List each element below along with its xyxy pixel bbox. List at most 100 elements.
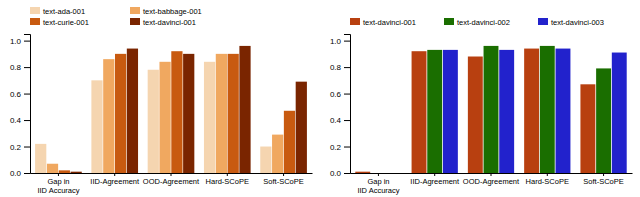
legend-item: text-davinci-002 <box>444 18 510 27</box>
x-tick-mark <box>58 173 59 176</box>
y-tick: 1.0 <box>10 37 30 46</box>
y-tick-mark <box>24 67 30 68</box>
bar <box>103 59 114 173</box>
y-tick: 0.6 <box>10 90 30 99</box>
y-tick-label: 1.0 <box>10 37 22 46</box>
x-tick-label-line: OOD-Agreement <box>143 177 200 186</box>
y-tick-mark <box>24 41 30 42</box>
legend-swatch <box>30 7 40 14</box>
x-tick: IID-Agreement <box>410 173 460 186</box>
legend-label: text-babbage-001 <box>143 7 202 16</box>
legend-item: text-ada-001 <box>30 7 85 16</box>
bar <box>239 46 250 173</box>
legend-label: text-davinci-001 <box>143 18 196 27</box>
x-tick-label-line: Hard-SCoPE <box>526 177 569 186</box>
legend-item: text-davinci-001 <box>130 18 196 27</box>
x-tick-label: Soft-SCoPE <box>583 177 623 186</box>
legend-label: text-davinci-003 <box>551 18 604 27</box>
bar <box>355 172 370 173</box>
x-tick-mark <box>434 173 435 176</box>
y-tick-mark <box>344 94 350 95</box>
bar <box>183 54 194 173</box>
y-tick-label: 0.2 <box>10 143 22 152</box>
chart: 0.00.20.40.60.81.0Gap inIID AccuracyIID-… <box>0 0 640 197</box>
bar <box>216 54 227 173</box>
x-tick-label-line: Soft-SCoPE <box>263 177 303 186</box>
x-tick-label: OOD-Agreement <box>463 177 520 186</box>
bar <box>443 50 458 173</box>
bar <box>580 84 595 173</box>
bar <box>159 62 170 173</box>
y-axis-line <box>24 35 31 174</box>
y-tick-label: 0.6 <box>10 90 22 99</box>
legend-swatch <box>538 18 548 25</box>
legend-item: text-babbage-001 <box>130 7 202 16</box>
y-tick: 0.8 <box>10 63 30 72</box>
x-axis: Gap inIID Accuracy IID-AgreementOOD-Agree… <box>31 173 313 195</box>
x-tick-mark <box>603 173 604 176</box>
bars <box>35 46 307 173</box>
y-tick-mark <box>344 173 350 174</box>
x-tick: Hard-SCoPE <box>526 173 569 186</box>
legend-label: text-davinci-002 <box>457 18 510 27</box>
x-tick-label: Hard-SCoPE <box>206 177 249 186</box>
y-tick: 1.0 <box>330 37 350 46</box>
plot-area: 0.00.20.40.60.81.0Gap inIID AccuracyIID-… <box>330 35 633 195</box>
legend-label: text-curie-001 <box>43 18 89 27</box>
bar <box>59 170 70 173</box>
bar <box>260 147 271 173</box>
x-tick: Gap inIID Accuracy <box>37 173 79 195</box>
bar <box>596 68 611 173</box>
x-tick-label: Hard-SCoPE <box>526 177 569 186</box>
x-tick: OOD-Agreement <box>143 173 200 186</box>
bar <box>171 51 182 173</box>
bar <box>468 57 483 173</box>
legend: text-ada-001 text-babbage-001 text-curie-0… <box>30 7 202 27</box>
bar <box>148 70 159 173</box>
y-tick-mark <box>344 147 350 148</box>
x-tick: Gap inIID Accuracy <box>357 173 399 195</box>
x-tick: Soft-SCoPE <box>583 173 623 186</box>
bar <box>284 111 295 173</box>
x-tick-mark <box>114 173 115 176</box>
y-tick-label: 0.2 <box>330 143 342 152</box>
bar <box>272 135 283 173</box>
legend-label: text-davinci-001 <box>363 18 416 27</box>
bar <box>204 62 215 173</box>
x-tick-label: Soft-SCoPE <box>263 177 303 186</box>
x-tick-mark <box>491 173 492 176</box>
y-tick-label: 0.6 <box>330 90 342 99</box>
bar-series <box>59 51 295 173</box>
bar <box>228 54 239 173</box>
x-tick-label: Gap inIID Accuracy <box>37 177 79 194</box>
y-tick-label: 0.8 <box>10 63 22 72</box>
legend-item: text-curie-001 <box>30 18 89 27</box>
y-tick-mark <box>24 94 30 95</box>
x-tick: IID-Agreement <box>90 173 140 186</box>
x-tick-label: IID-Agreement <box>410 177 460 186</box>
legend-swatch <box>350 18 360 25</box>
y-tick-mark <box>24 120 30 121</box>
legend-item: text-davinci-003 <box>538 18 604 27</box>
x-tick-mark <box>283 173 284 176</box>
bars <box>355 46 626 173</box>
x-tick-label-line: IID Accuracy <box>37 186 79 195</box>
bar <box>524 49 539 173</box>
bar <box>91 80 102 173</box>
bar-series <box>427 46 611 173</box>
bar <box>612 53 627 173</box>
x-tick-label-line: IID Accuracy <box>357 186 399 195</box>
bar <box>296 82 307 173</box>
y-tick-label: 0.0 <box>330 169 342 178</box>
bar <box>71 172 82 173</box>
bar <box>115 54 126 173</box>
y-tick-label: 0.8 <box>330 63 342 72</box>
x-tick-label-line: IID-Agreement <box>410 177 460 186</box>
y-axis-line <box>344 35 351 174</box>
y-tick-mark <box>344 67 350 68</box>
y-tick-mark <box>24 147 30 148</box>
bar <box>412 51 427 173</box>
bar <box>484 46 499 173</box>
x-tick: OOD-Agreement <box>463 173 520 186</box>
legend-item: text-davinci-001 <box>350 18 416 27</box>
